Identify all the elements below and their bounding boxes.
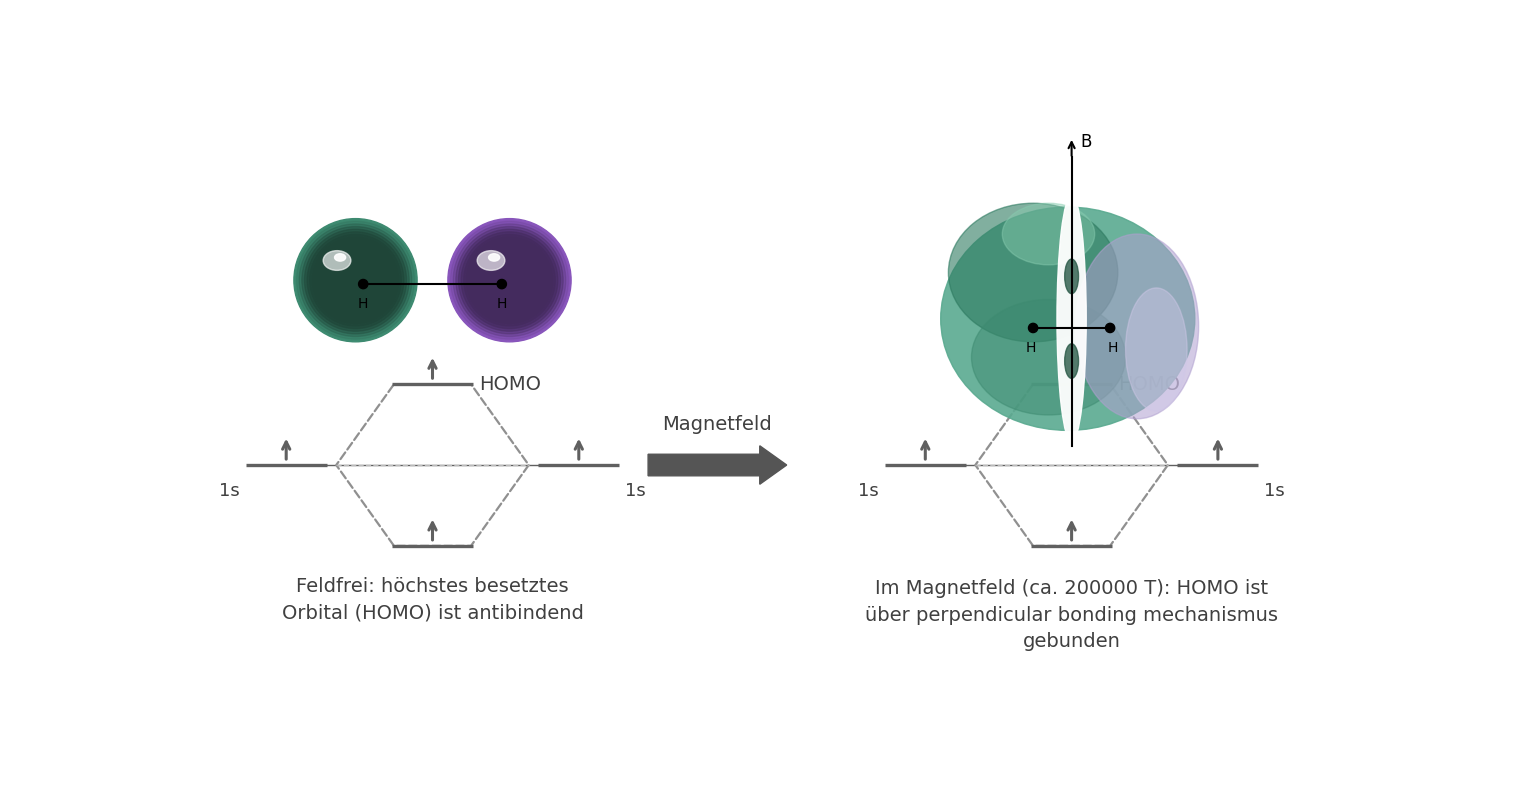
Ellipse shape [948,204,1117,342]
Text: 1s: 1s [857,482,879,500]
Circle shape [296,221,415,339]
Ellipse shape [1056,196,1087,442]
Ellipse shape [488,254,500,261]
Circle shape [313,237,398,323]
Circle shape [467,237,553,323]
Ellipse shape [971,300,1125,415]
Circle shape [459,229,561,331]
Ellipse shape [324,250,351,271]
Circle shape [1029,323,1038,333]
Circle shape [497,280,506,288]
Text: 1s: 1s [219,482,240,500]
Text: HOMO: HOMO [1117,375,1180,393]
Ellipse shape [1002,204,1094,265]
Ellipse shape [1064,259,1079,293]
Ellipse shape [477,250,505,271]
Text: B: B [1081,133,1093,150]
Ellipse shape [334,254,345,261]
Circle shape [453,224,565,337]
Text: H: H [359,297,368,311]
Text: 1s: 1s [1265,482,1286,500]
FancyArrow shape [648,446,787,484]
Text: H: H [1026,341,1037,355]
Circle shape [461,232,558,329]
Circle shape [1105,323,1114,333]
Text: H: H [1107,341,1117,355]
Circle shape [456,226,564,334]
Ellipse shape [941,207,1195,431]
Text: HOMO: HOMO [479,375,541,393]
Ellipse shape [1064,343,1079,378]
Ellipse shape [1076,234,1199,419]
Circle shape [307,232,404,329]
Circle shape [310,234,401,326]
Circle shape [293,219,416,342]
Circle shape [299,224,412,337]
Circle shape [359,280,368,288]
Text: H: H [497,297,508,311]
Circle shape [304,229,406,331]
Ellipse shape [1125,288,1187,411]
Text: Im Magnetfeld (ca. 200000 T): HOMO ist
über perpendicular bonding mechanismus
ge: Im Magnetfeld (ca. 200000 T): HOMO ist ü… [865,579,1278,651]
Text: Feldfrei: höchstes besetztes
Orbital (HOMO) ist antibindend: Feldfrei: höchstes besetztes Orbital (HO… [281,577,584,622]
Circle shape [464,234,555,326]
Text: Magnetfeld: Magnetfeld [663,415,772,435]
Circle shape [302,226,409,334]
Text: 1s: 1s [625,482,646,500]
Circle shape [450,221,568,339]
Circle shape [448,219,572,342]
